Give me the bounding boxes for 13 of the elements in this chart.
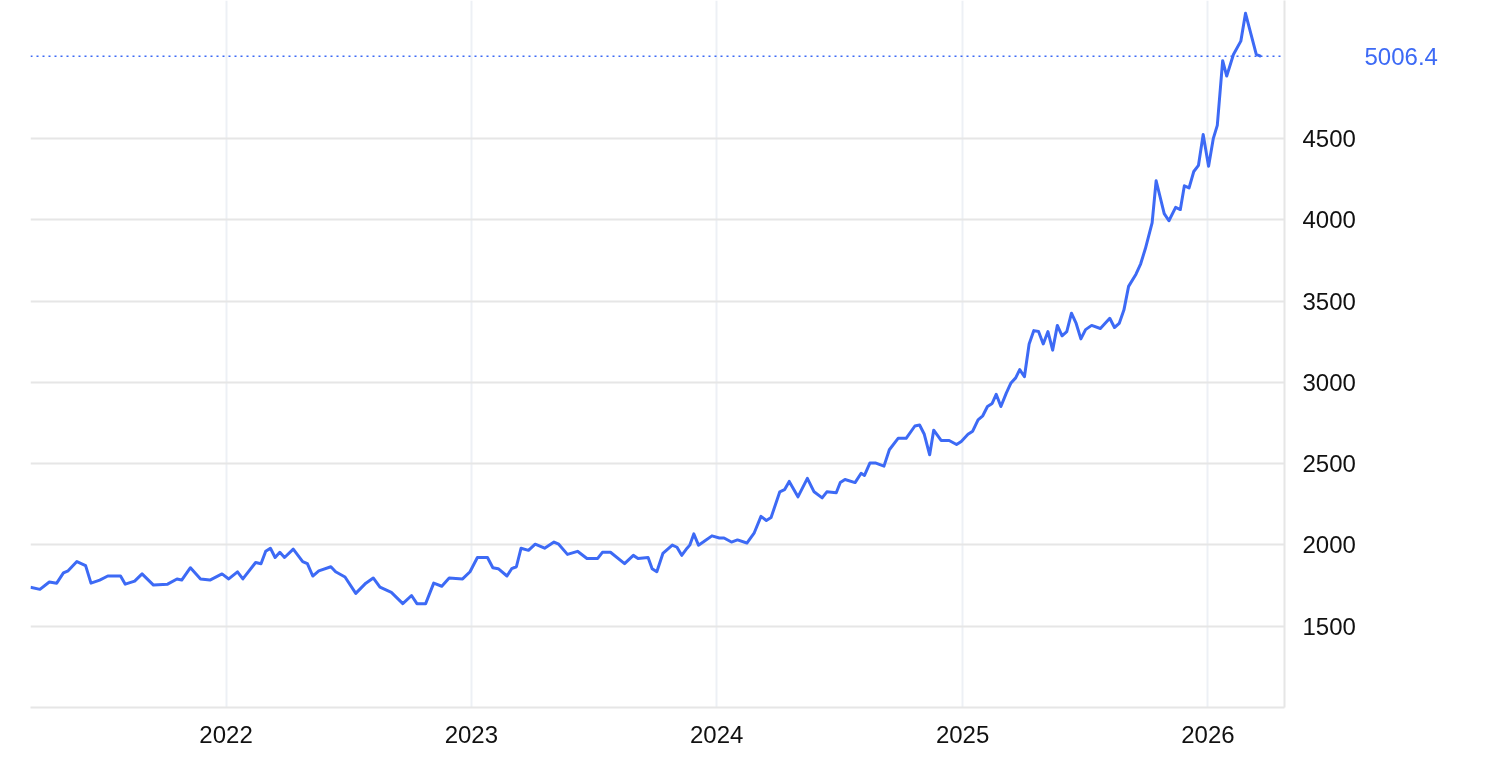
- x-tick-label: 2024: [689, 720, 744, 748]
- y-tick-label: 2000: [1302, 531, 1356, 559]
- y-tick-label: 3500: [1302, 287, 1356, 315]
- x-tick-label: 2023: [444, 720, 499, 748]
- x-tick-label: 2022: [199, 720, 253, 748]
- y-tick-label: 4000: [1302, 206, 1356, 234]
- y-tick-label: 1500: [1302, 612, 1356, 640]
- y-tick-label: 2500: [1302, 450, 1356, 478]
- y-tick-label: 4500: [1302, 125, 1356, 153]
- x-tick-label: 2025: [935, 720, 990, 748]
- ref-line-label: 5006.4: [1364, 42, 1438, 70]
- x-tick-label: 2026: [1181, 720, 1235, 748]
- y-tick-label: 3000: [1302, 368, 1356, 396]
